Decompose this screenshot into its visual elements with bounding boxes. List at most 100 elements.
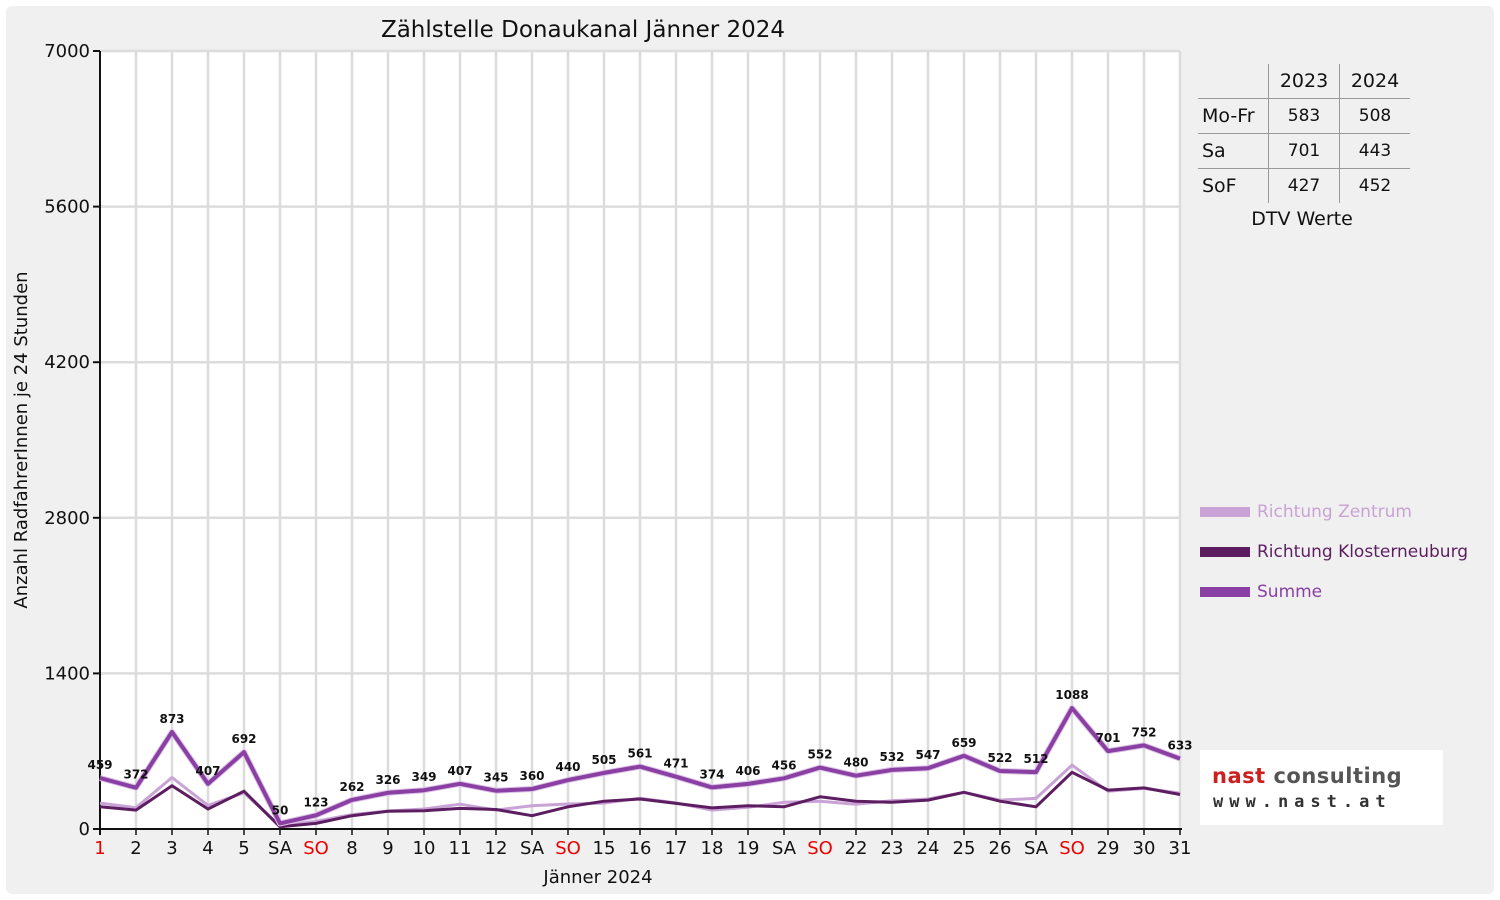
dtv-cell: 452 bbox=[1339, 168, 1410, 203]
data-label: 471 bbox=[663, 757, 688, 771]
y-tick-label: 5600 bbox=[44, 197, 90, 218]
legend-item-summe: Summe bbox=[1200, 572, 1468, 612]
data-label: 374 bbox=[699, 767, 724, 781]
x-tick-label: 9 bbox=[382, 838, 393, 859]
x-tick-label: SA bbox=[772, 838, 797, 859]
x-tick-label: 12 bbox=[485, 838, 508, 859]
data-label: 326 bbox=[375, 773, 400, 787]
data-label: 633 bbox=[1167, 739, 1192, 753]
dtv-caption: DTV Werte bbox=[1251, 208, 1353, 230]
x-tick-label: 17 bbox=[665, 838, 688, 859]
data-label: 561 bbox=[627, 747, 652, 761]
data-label: 752 bbox=[1131, 725, 1156, 739]
legend-swatch-klosterneuburg bbox=[1200, 547, 1250, 557]
logo-url: www.nast.at bbox=[1213, 792, 1392, 812]
y-tick-label: 2800 bbox=[44, 508, 90, 529]
data-label: 407 bbox=[447, 764, 472, 778]
x-tick-label: 18 bbox=[701, 838, 724, 859]
legend-item-zentrum: Richtung Zentrum bbox=[1200, 492, 1468, 532]
y-tick-label: 1400 bbox=[44, 663, 90, 684]
chart-title: Zählstelle Donaukanal Jänner 2024 bbox=[381, 17, 785, 43]
legend-swatch-summe bbox=[1200, 587, 1250, 597]
x-tick-label: 11 bbox=[449, 838, 472, 859]
x-tick-label: 8 bbox=[346, 838, 357, 859]
data-label: 50 bbox=[272, 803, 289, 817]
x-tick-label: SO bbox=[1059, 838, 1085, 859]
dtv-cell: 443 bbox=[1339, 133, 1410, 169]
data-label: 123 bbox=[303, 795, 328, 809]
logo-name-part1: nast bbox=[1212, 764, 1266, 788]
series-line-summe bbox=[99, 706, 1181, 826]
legend-item-klosterneuburg: Richtung Klosterneuburg bbox=[1200, 532, 1468, 572]
data-label: 459 bbox=[87, 758, 112, 772]
data-label: 440 bbox=[555, 760, 580, 774]
nast-consulting-logo: nast consulting www.nast.at bbox=[1200, 750, 1443, 825]
x-tick-label: 30 bbox=[1133, 838, 1156, 859]
dtv-cell: 508 bbox=[1339, 98, 1410, 134]
data-label: 406 bbox=[735, 764, 760, 778]
chart-legend: Richtung Zentrum Richtung Klosterneuburg… bbox=[1200, 492, 1468, 612]
data-label: 349 bbox=[411, 770, 436, 784]
data-label: 360 bbox=[519, 769, 544, 783]
dtv-row-label: Sa bbox=[1198, 133, 1269, 169]
data-label: 505 bbox=[591, 753, 616, 767]
x-tick-label: 10 bbox=[413, 838, 436, 859]
dtv-row-label: SoF bbox=[1202, 175, 1237, 197]
data-label: 480 bbox=[843, 756, 868, 770]
data-label: 659 bbox=[951, 736, 976, 750]
data-label: 547 bbox=[915, 748, 940, 762]
data-label: 552 bbox=[807, 748, 832, 762]
data-label: 345 bbox=[483, 771, 508, 785]
x-tick-label: 16 bbox=[629, 838, 652, 859]
y-tick-label: 7000 bbox=[44, 41, 90, 62]
x-tick-label: 15 bbox=[593, 838, 616, 859]
logo-name: nast consulting bbox=[1212, 764, 1402, 788]
legend-label-zentrum: Richtung Zentrum bbox=[1257, 502, 1412, 522]
x-axis-title: Jänner 2024 bbox=[542, 867, 652, 888]
x-tick-label: 23 bbox=[881, 838, 904, 859]
x-tick-label: 22 bbox=[845, 838, 868, 859]
data-label: 512 bbox=[1023, 752, 1048, 766]
data-label: 456 bbox=[771, 758, 796, 772]
y-tick-label: 0 bbox=[79, 819, 90, 840]
data-label: 407 bbox=[195, 764, 220, 778]
x-tick-label: 5 bbox=[238, 838, 249, 859]
data-label: 522 bbox=[987, 751, 1012, 765]
dtv-cell: 701 bbox=[1268, 133, 1340, 169]
x-tick-label: 4 bbox=[202, 838, 213, 859]
x-tick-label: 31 bbox=[1169, 838, 1192, 859]
series-line-klosterneuburg bbox=[99, 770, 1181, 829]
data-label: 262 bbox=[339, 780, 364, 794]
x-tick-label: 24 bbox=[917, 838, 940, 859]
x-tick-label: 19 bbox=[737, 838, 760, 859]
data-label: 1088 bbox=[1055, 688, 1088, 702]
x-tick-label: SA bbox=[268, 838, 293, 859]
data-label: 372 bbox=[123, 768, 148, 782]
x-tick-label: 25 bbox=[953, 838, 976, 859]
data-label: 532 bbox=[879, 750, 904, 764]
dtv-year-2023: 2023 bbox=[1268, 64, 1340, 99]
dtv-cell: 427 bbox=[1268, 168, 1340, 203]
legend-label-klosterneuburg: Richtung Klosterneuburg bbox=[1257, 542, 1469, 562]
data-label: 873 bbox=[159, 712, 184, 726]
x-tick-label: 3 bbox=[166, 838, 177, 859]
y-tick-label: 4200 bbox=[44, 352, 90, 373]
x-tick-label: 2 bbox=[130, 838, 141, 859]
x-tick-label: SA bbox=[520, 838, 545, 859]
x-tick-label: 26 bbox=[989, 838, 1012, 859]
legend-swatch-zentrum bbox=[1200, 507, 1250, 517]
logo-name-part2: consulting bbox=[1273, 764, 1403, 788]
dtv-cell: 583 bbox=[1268, 98, 1340, 134]
data-label: 692 bbox=[231, 732, 256, 746]
x-tick-label: 29 bbox=[1097, 838, 1120, 859]
x-tick-label: 1 bbox=[94, 838, 105, 859]
dtv-table: 2023 2024 Mo-Fr 583 508 Sa 701 443 SoF 4… bbox=[1198, 64, 1410, 203]
dtv-row-label: Mo-Fr bbox=[1198, 98, 1269, 134]
x-tick-label: SO bbox=[555, 838, 581, 859]
dtv-year-2024: 2024 bbox=[1339, 64, 1410, 99]
y-axis-title: Anzahl RadfahrerInnen je 24 Stunden bbox=[11, 271, 32, 608]
legend-label-summe: Summe bbox=[1257, 582, 1323, 602]
x-tick-label: SA bbox=[1024, 838, 1049, 859]
data-label: 701 bbox=[1095, 731, 1120, 745]
